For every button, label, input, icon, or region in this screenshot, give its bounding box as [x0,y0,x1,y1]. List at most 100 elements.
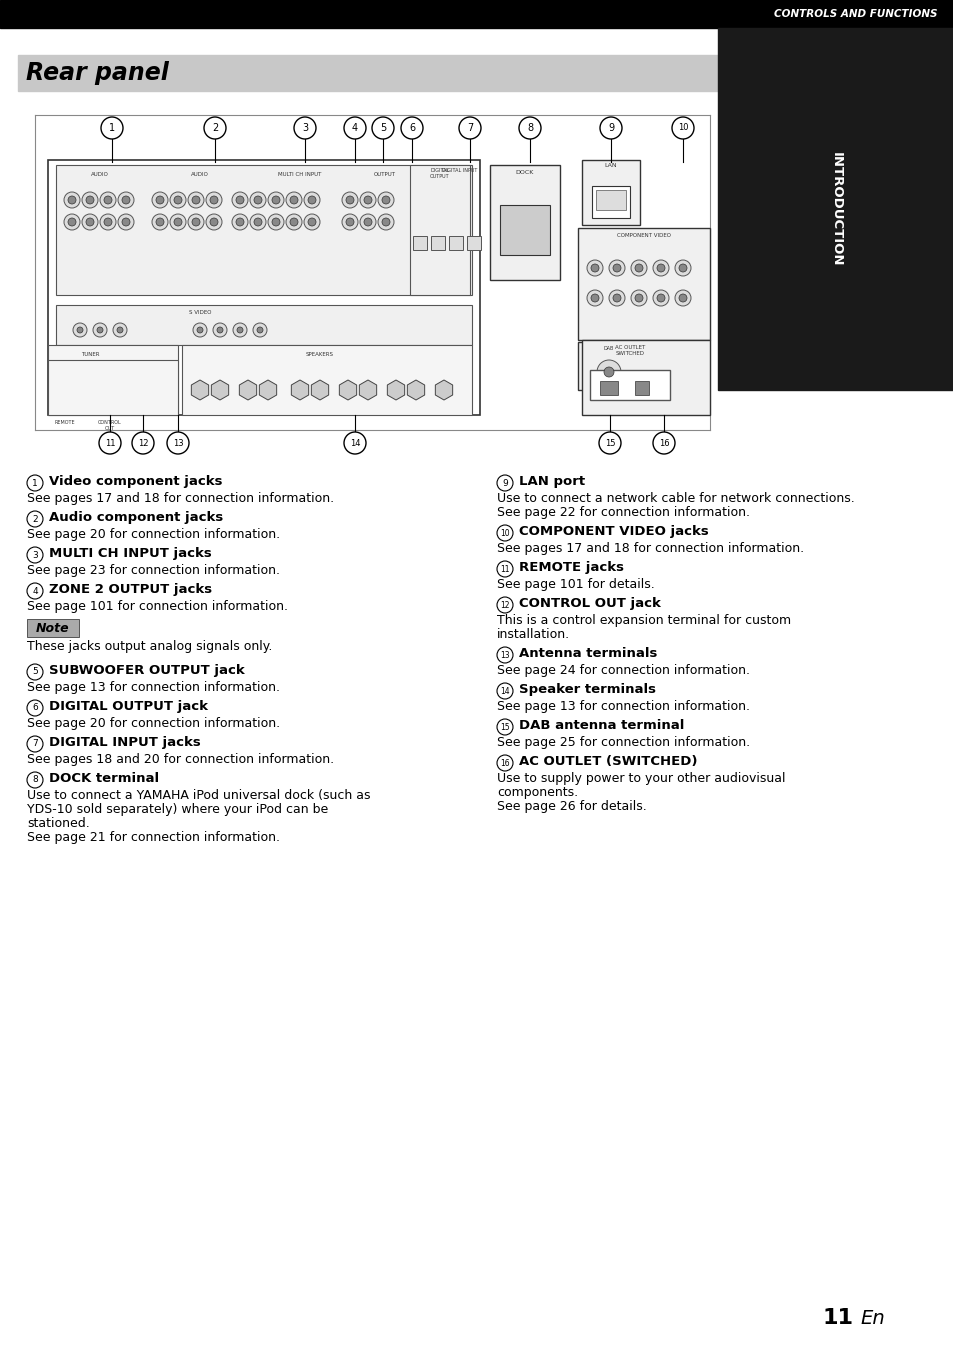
Circle shape [86,195,94,204]
Text: See page 101 for details.: See page 101 for details. [497,578,654,590]
Text: 16: 16 [658,438,669,448]
Text: See page 21 for connection information.: See page 21 for connection information. [27,830,280,844]
Circle shape [167,431,189,454]
Circle shape [192,218,200,226]
Text: 12: 12 [499,600,509,609]
Text: 2: 2 [32,515,38,523]
Text: See pages 17 and 18 for connection information.: See pages 17 and 18 for connection infor… [27,492,334,506]
Circle shape [652,431,675,454]
Text: REMOTE: REMOTE [54,421,75,425]
Circle shape [196,328,203,333]
Circle shape [497,474,513,491]
Bar [499,205,550,255]
Circle shape [104,218,112,226]
Circle shape [122,195,130,204]
Text: 9: 9 [607,123,614,133]
Text: Use to connect a network cable for network connections.: Use to connect a network cable for netwo… [497,492,854,506]
Circle shape [156,218,164,226]
Bar [589,369,669,400]
Text: 15: 15 [499,723,509,732]
Circle shape [253,324,267,337]
Circle shape [188,191,204,208]
Text: These jacks output analog signals only.: These jacks output analog signals only. [27,640,273,652]
Circle shape [232,191,248,208]
Circle shape [268,214,284,231]
Text: 3: 3 [301,123,308,133]
Bar [449,236,462,249]
Circle shape [97,328,103,333]
Circle shape [458,117,480,139]
Text: 9: 9 [501,479,507,488]
Circle shape [250,214,266,231]
Circle shape [112,324,127,337]
Circle shape [236,328,243,333]
Circle shape [82,191,98,208]
Circle shape [381,218,390,226]
Circle shape [304,214,319,231]
Circle shape [82,214,98,231]
Bar [635,381,648,395]
Text: See page 13 for connection information.: See page 13 for connection information. [497,700,749,713]
Text: components.: components. [497,786,578,799]
Text: 8: 8 [526,123,533,133]
Circle shape [497,561,513,577]
Text: CONTROL
OUT: CONTROL OUT [98,421,122,431]
Text: S VIDEO: S VIDEO [189,310,211,315]
Circle shape [590,264,598,272]
Circle shape [27,511,43,527]
Circle shape [27,582,43,599]
Circle shape [27,665,43,679]
Text: DIGITAL
OUTPUT: DIGITAL OUTPUT [430,168,450,179]
Circle shape [630,260,646,276]
Text: See page 26 for details.: See page 26 for details. [497,799,646,813]
Bar [48,345,178,415]
Bar [182,345,472,415]
Text: 5: 5 [32,667,38,677]
Bar [599,381,618,395]
Circle shape [586,260,602,276]
Text: INTRODUCTION: INTRODUCTION [828,152,841,267]
Circle shape [170,191,186,208]
Circle shape [290,218,297,226]
Circle shape [64,191,80,208]
Circle shape [657,294,664,302]
Text: DOCK terminal: DOCK terminal [49,772,159,785]
Circle shape [99,431,121,454]
Circle shape [122,218,130,226]
Circle shape [173,195,182,204]
Bar [467,236,480,249]
Circle shape [346,218,354,226]
Bar [581,160,639,225]
Circle shape [290,195,297,204]
Text: OUTPUT: OUTPUT [374,173,395,177]
Circle shape [235,218,244,226]
Text: COMPONENT VIDEO: COMPONENT VIDEO [617,233,670,239]
Circle shape [216,328,223,333]
Text: See pages 17 and 18 for connection information.: See pages 17 and 18 for connection infor… [497,542,803,555]
Text: 14: 14 [350,438,360,448]
Circle shape [635,294,642,302]
Circle shape [86,218,94,226]
Circle shape [590,294,598,302]
Bar [578,342,639,390]
Circle shape [608,290,624,306]
Circle shape [286,191,302,208]
Text: DOCK: DOCK [516,170,534,175]
Text: See page 101 for connection information.: See page 101 for connection information. [27,600,288,613]
Text: stationed.: stationed. [27,817,90,830]
Text: 5: 5 [379,123,386,133]
Text: LAN: LAN [604,163,617,168]
Text: This is a control expansion terminal for custom: This is a control expansion terminal for… [497,613,790,627]
Circle shape [613,264,620,272]
Text: MULTI CH INPUT jacks: MULTI CH INPUT jacks [49,547,212,559]
Text: Note: Note [36,621,70,635]
Circle shape [497,597,513,613]
Circle shape [675,290,690,306]
Circle shape [100,191,116,208]
Circle shape [599,117,621,139]
Circle shape [27,772,43,789]
Circle shape [346,195,354,204]
Circle shape [235,195,244,204]
Text: See page 23 for connection information.: See page 23 for connection information. [27,563,280,577]
Text: installation.: installation. [497,628,570,642]
